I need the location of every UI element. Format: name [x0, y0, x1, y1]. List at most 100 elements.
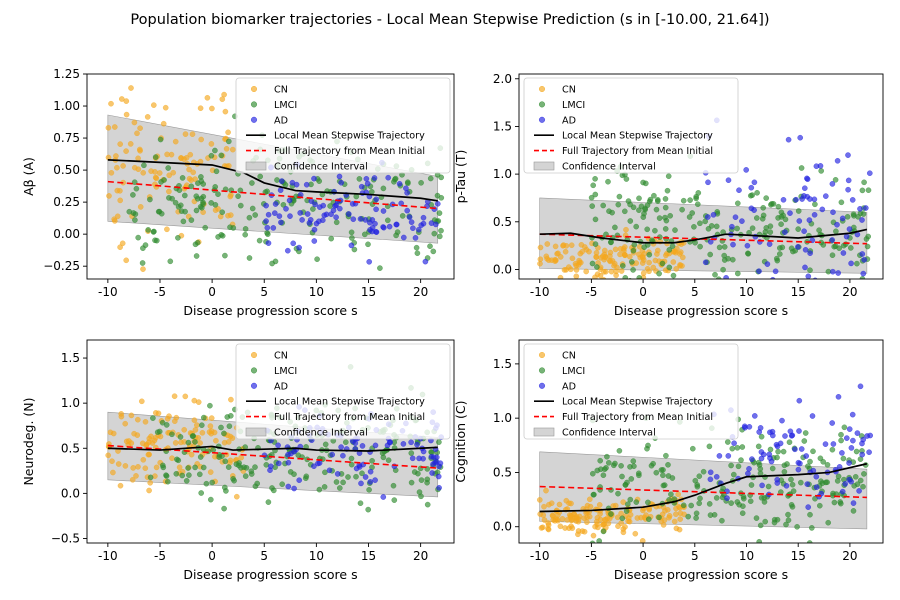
- point-lmci: [368, 188, 375, 195]
- point-lmci: [163, 422, 170, 428]
- point-ad: [748, 184, 755, 191]
- legend-marker-ad: [539, 116, 546, 123]
- point-cn: [169, 455, 175, 462]
- point-ad: [285, 459, 292, 466]
- point-lmci: [366, 486, 372, 493]
- point-lmci: [365, 241, 371, 248]
- y-axis-label: Neurodeg. (N): [21, 397, 36, 485]
- point-lmci: [628, 476, 635, 482]
- point-ad: [414, 441, 420, 448]
- point-lmci: [242, 473, 249, 479]
- point-lmci: [749, 192, 756, 198]
- point-lmci: [785, 511, 791, 518]
- point-ad: [830, 441, 837, 447]
- legend-label: AD: [274, 381, 288, 392]
- point-lmci: [656, 215, 663, 221]
- point-lmci: [665, 461, 671, 468]
- point-lmci: [200, 414, 207, 421]
- point-lmci: [175, 234, 181, 241]
- point-lmci: [155, 208, 162, 215]
- point-cn: [171, 393, 178, 400]
- point-cn: [606, 257, 613, 264]
- point-ad: [420, 214, 427, 221]
- point-cn: [168, 151, 175, 158]
- point-ad: [850, 500, 857, 506]
- point-cn: [556, 501, 563, 508]
- point-cn: [128, 412, 135, 419]
- point-ad: [792, 446, 798, 453]
- point-lmci: [840, 455, 847, 462]
- point-lmci: [322, 469, 328, 476]
- point-cn: [546, 257, 552, 264]
- legend-label: Local Mean Stepwise Trajectory: [274, 397, 425, 408]
- point-lmci: [850, 211, 857, 217]
- point-lmci: [218, 152, 225, 159]
- point-lmci: [213, 168, 220, 175]
- point-ad: [267, 467, 273, 474]
- point-cn: [597, 281, 602, 286]
- point-cn: [152, 434, 159, 441]
- point-cn: [640, 270, 647, 276]
- point-cn: [106, 193, 112, 199]
- point-lmci: [622, 208, 628, 215]
- point-lmci: [349, 235, 355, 241]
- point-lmci: [183, 477, 190, 484]
- point-lmci: [807, 458, 813, 465]
- point-lmci: [638, 203, 645, 210]
- point-ad: [357, 216, 364, 222]
- point-ad: [385, 174, 392, 181]
- point-ad: [859, 451, 866, 458]
- point-cn: [123, 111, 130, 118]
- point-cn: [123, 148, 129, 154]
- point-lmci: [424, 501, 431, 508]
- point-lmci: [629, 259, 635, 265]
- x-axis-label: Disease progression score s: [614, 303, 788, 318]
- point-lmci: [208, 152, 215, 159]
- point-lmci: [596, 538, 602, 543]
- point-ad: [380, 208, 387, 214]
- point-lmci: [590, 470, 596, 477]
- point-cn: [602, 247, 608, 254]
- x-tick-label: 10: [309, 285, 324, 299]
- point-ad: [736, 187, 742, 193]
- point-lmci: [646, 516, 652, 523]
- point-cn: [191, 397, 198, 404]
- point-ad: [412, 235, 419, 241]
- point-cn: [569, 255, 576, 262]
- point-lmci: [668, 491, 674, 498]
- point-ad: [798, 446, 805, 452]
- point-ad: [415, 226, 422, 233]
- point-cn: [228, 396, 234, 403]
- legend-label: LMCI: [562, 366, 585, 377]
- point-ad: [338, 444, 344, 450]
- x-tick-label: 15: [791, 285, 806, 299]
- point-lmci: [157, 136, 164, 143]
- point-lmci: [662, 196, 669, 202]
- point-lmci: [759, 215, 766, 222]
- point-lmci: [348, 455, 355, 462]
- point-lmci: [207, 402, 213, 409]
- point-lmci: [257, 173, 264, 180]
- point-lmci: [625, 501, 631, 508]
- point-ad: [707, 469, 714, 476]
- point-cn: [149, 440, 156, 446]
- scatter-lmci: [588, 153, 872, 279]
- point-lmci: [413, 244, 420, 251]
- point-ad: [303, 181, 310, 188]
- point-cn: [193, 422, 200, 428]
- point-lmci: [798, 479, 804, 486]
- point-lmci: [706, 501, 713, 507]
- point-lmci: [589, 260, 596, 267]
- point-cn: [131, 119, 138, 126]
- y-tick-label: 0.50: [53, 163, 80, 177]
- point-ad: [278, 178, 285, 184]
- point-cn: [544, 241, 551, 247]
- point-lmci: [223, 488, 229, 494]
- x-tick-label: 5: [260, 285, 268, 299]
- point-cn: [573, 273, 580, 279]
- point-lmci: [693, 510, 700, 517]
- point-cn: [673, 525, 680, 532]
- point-cn: [133, 473, 139, 479]
- point-cn: [640, 254, 646, 261]
- point-lmci: [834, 478, 841, 484]
